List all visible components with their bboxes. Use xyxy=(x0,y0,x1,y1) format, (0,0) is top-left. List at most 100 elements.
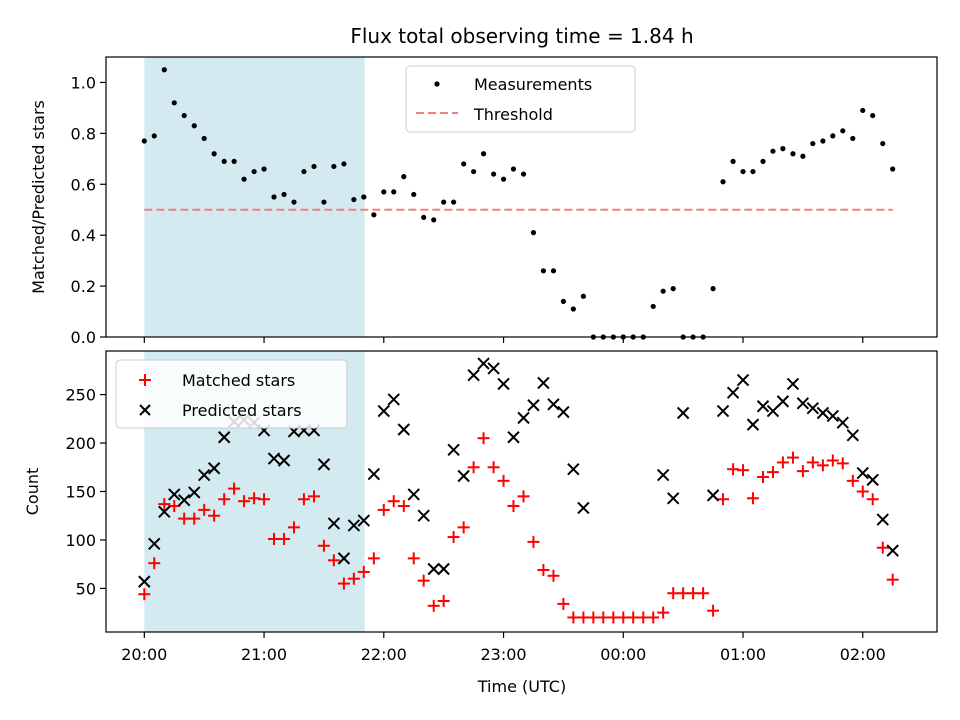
predicted-point-38 xyxy=(517,411,530,425)
predicted-point-50 xyxy=(726,386,740,399)
matched-point-67 xyxy=(806,456,819,469)
predicted-point-62 xyxy=(846,429,860,442)
predicted-point-56 xyxy=(786,377,800,391)
matched-point-0 xyxy=(138,588,151,601)
measurement-point-37 xyxy=(510,166,517,172)
predicted-point-21 xyxy=(347,519,361,532)
predicted-point-4 xyxy=(177,494,191,507)
top-ytick-label-1: 0.2 xyxy=(71,277,96,296)
measurement-point-51 xyxy=(650,303,656,310)
predicted-point-8 xyxy=(217,431,231,444)
matched-point-68 xyxy=(816,459,829,472)
bottom-xtick-label-4: 00:00 xyxy=(600,645,646,664)
top-observing-span xyxy=(144,57,365,337)
matched-point-55 xyxy=(687,587,700,600)
measurement-point-71 xyxy=(850,135,856,142)
predicted-point-0 xyxy=(138,575,151,588)
measurement-point-4 xyxy=(181,112,187,119)
matched-point-62 xyxy=(757,470,770,483)
top-legend: Measurements Threshold xyxy=(405,65,636,133)
bottom-xtick-label-1: 21:00 xyxy=(241,645,287,664)
predicted-point-29 xyxy=(427,562,440,576)
matched-point-1 xyxy=(148,557,161,570)
matched-point-38 xyxy=(517,490,530,503)
matched-point-21 xyxy=(347,572,360,585)
measurement-point-69 xyxy=(830,133,836,139)
matched-point-33 xyxy=(467,461,480,474)
measurement-point-34 xyxy=(480,151,487,157)
measurement-point-14 xyxy=(281,191,287,198)
matched-point-49 xyxy=(627,611,640,624)
bottom-x-ticks: 20:00 21:00 22:00 23:00 00:00 01:00 02:00 xyxy=(121,632,886,664)
measurement-point-31 xyxy=(451,199,457,205)
predicted-point-54 xyxy=(766,404,780,418)
measurement-point-36 xyxy=(500,176,507,182)
measurement-point-35 xyxy=(491,171,497,177)
matched-point-58 xyxy=(717,493,730,506)
legend-predicted-marker xyxy=(139,404,151,416)
predicted-point-63 xyxy=(856,466,869,480)
predicted-point-45 xyxy=(656,468,670,482)
bottom-legend: Matched stars Predicted stars xyxy=(115,359,348,429)
measurement-point-28 xyxy=(421,214,427,220)
measurement-point-68 xyxy=(820,138,826,144)
predicted-point-13 xyxy=(267,452,281,465)
bottom-y-ticks: 50 100 150 200 250 xyxy=(65,386,106,598)
predicted-point-55 xyxy=(776,395,790,408)
predicted-point-23 xyxy=(367,467,381,481)
measurement-point-40 xyxy=(540,268,547,274)
chart-title: Flux total observing time = 1.84 h xyxy=(350,24,693,48)
matched-point-10 xyxy=(238,495,251,508)
bottom-ytick-label-4: 250 xyxy=(65,386,96,405)
predicted-point-25 xyxy=(387,393,400,406)
matched-point-61 xyxy=(746,492,759,505)
matched-point-20 xyxy=(337,577,350,590)
measurement-point-27 xyxy=(411,191,417,198)
measurement-point-7 xyxy=(211,151,217,157)
x-axis-label: Time (UTC) xyxy=(477,677,566,696)
measurement-point-75 xyxy=(890,166,896,172)
legend-matched-marker xyxy=(139,374,151,386)
bottom-y-axis-label: Count xyxy=(23,468,42,516)
predicted-point-5 xyxy=(188,486,201,499)
matched-point-13 xyxy=(267,532,280,545)
matched-point-30 xyxy=(437,594,450,607)
measurement-point-0 xyxy=(141,138,147,144)
predicted-point-20 xyxy=(337,552,351,565)
measurement-point-74 xyxy=(880,140,886,147)
predicted-point-33 xyxy=(467,369,480,382)
measurement-point-70 xyxy=(840,128,846,134)
bottom-axes-frame xyxy=(105,350,938,633)
measurement-point-64 xyxy=(780,146,786,152)
legend-measurements-marker xyxy=(434,81,440,87)
predicted-point-57 xyxy=(796,397,810,410)
predicted-point-61 xyxy=(836,416,849,429)
matched-point-34 xyxy=(477,432,490,445)
measurement-point-3 xyxy=(171,100,177,106)
top-ytick-label-2: 0.4 xyxy=(71,226,96,245)
measurement-point-11 xyxy=(251,168,257,175)
matched-point-40 xyxy=(537,563,550,576)
matched-point-14 xyxy=(278,532,291,545)
measurement-point-18 xyxy=(321,199,327,205)
measurement-point-33 xyxy=(471,168,477,175)
matched-point-7 xyxy=(208,509,221,522)
matched-point-70 xyxy=(836,457,849,470)
top-panel: 0.0 0.2 0.4 0.6 0.8 1.0 Matched/Predicted sta… xyxy=(29,56,938,347)
matched-point-63 xyxy=(766,466,779,479)
measurement-point-43 xyxy=(570,306,576,312)
predicted-point-30 xyxy=(437,562,450,576)
predicted-point-59 xyxy=(816,406,830,420)
matched-point-41 xyxy=(547,569,560,582)
predicted-point-14 xyxy=(277,454,291,467)
bottom-ytick-label-0: 50 xyxy=(76,579,96,598)
matched-point-46 xyxy=(597,611,610,624)
measurement-point-6 xyxy=(201,135,207,142)
matched-point-42 xyxy=(557,597,570,610)
matched-point-43 xyxy=(567,611,580,624)
bottom-legend-box xyxy=(115,359,348,429)
predicted-point-42 xyxy=(557,405,570,419)
bottom-xtick-label-2: 22:00 xyxy=(361,645,407,664)
measurement-point-61 xyxy=(750,168,756,175)
